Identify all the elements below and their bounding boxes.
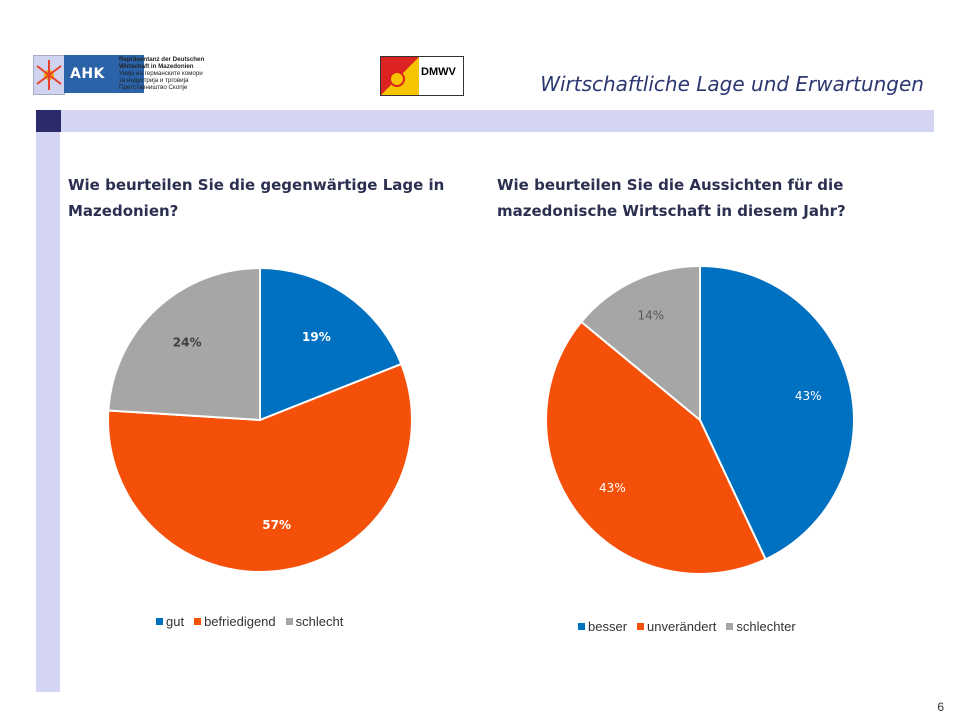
legend-item-schlecht: schlecht xyxy=(285,614,344,629)
ahk-line: Repräsentanz der Deutschen xyxy=(119,56,205,63)
ahk-text: Repräsentanz der Deutschen Wirtschaft in… xyxy=(119,56,211,91)
pie-chart-current-situation: 19% 57% 24% xyxy=(107,266,413,573)
legend-chart2: besser unverändert schlechter xyxy=(578,619,796,634)
pie-chart-outlook: 43% 43% 14% xyxy=(545,264,855,575)
ahk-badge-text: AHK xyxy=(70,66,105,82)
ahk-line: за индустрија и трговија xyxy=(119,77,189,84)
data-label-besser: 43% xyxy=(795,389,822,403)
legend-item-schlechter: schlechter xyxy=(726,619,796,634)
legend-swatch xyxy=(578,623,585,630)
side-bar xyxy=(36,132,60,692)
pie-slice-schlecht xyxy=(107,266,261,422)
legend-swatch xyxy=(156,618,163,625)
ahk-logo: AHK Repräsentanz der Deutschen Wirtschaf… xyxy=(33,55,211,95)
data-label-gut: 19% xyxy=(302,330,331,344)
ahk-line: Wirtschaft in Mazedonien xyxy=(119,63,194,70)
legend-chart1: gut befriedigend schlecht xyxy=(156,614,343,629)
dmwv-logo: DMWV xyxy=(380,56,464,96)
data-label-schlecht: 24% xyxy=(173,335,202,349)
pie-slice-gut xyxy=(259,266,403,422)
legend-label: schlecht xyxy=(295,614,344,629)
dmwv-text: DMWV xyxy=(421,66,456,78)
legend-swatch xyxy=(726,623,734,630)
legend-label: schlechter xyxy=(736,619,796,634)
ahk-badge: AHK xyxy=(64,55,144,93)
data-label-schlechter: 14% xyxy=(637,308,664,322)
legend-item-befriedigend: befriedigend xyxy=(194,614,276,629)
legend-item-besser: besser xyxy=(578,619,627,634)
accent-square xyxy=(36,110,61,132)
ahk-line: Унија на германските комори xyxy=(119,70,203,77)
legend-swatch xyxy=(285,618,293,625)
legend-label: besser xyxy=(588,619,628,634)
legend-label: befriedigend xyxy=(204,614,276,629)
legend-swatch xyxy=(194,618,202,625)
legend-label: gut xyxy=(166,614,185,629)
page-number: 6 xyxy=(937,700,944,714)
ahk-line: Претставништво Скопје xyxy=(119,84,188,91)
dmwv-emblem-icon xyxy=(381,57,419,95)
legend-swatch xyxy=(637,623,645,630)
data-label-unverändert: 43% xyxy=(599,481,626,495)
sun-emblem-icon xyxy=(33,55,65,95)
pie-slice-unverändert xyxy=(545,320,767,575)
chart2-title: Wie beurteilen Sie die Aussichten für di… xyxy=(497,176,846,220)
data-label-befriedigend: 57% xyxy=(262,518,291,532)
pie-slice-schlechter xyxy=(579,264,701,423)
legend-label: unverändert xyxy=(647,619,717,634)
legend-item-unverändert: unverändert xyxy=(637,619,716,634)
header-bar xyxy=(61,110,934,132)
slide-title: Wirtschaftliche Lage und Erwartungen xyxy=(540,72,924,96)
pie-slice-besser xyxy=(699,264,855,561)
chart1-title: Wie beurteilen Sie die gegenwärtige Lage… xyxy=(68,176,445,220)
legend-item-gut: gut xyxy=(156,614,184,629)
